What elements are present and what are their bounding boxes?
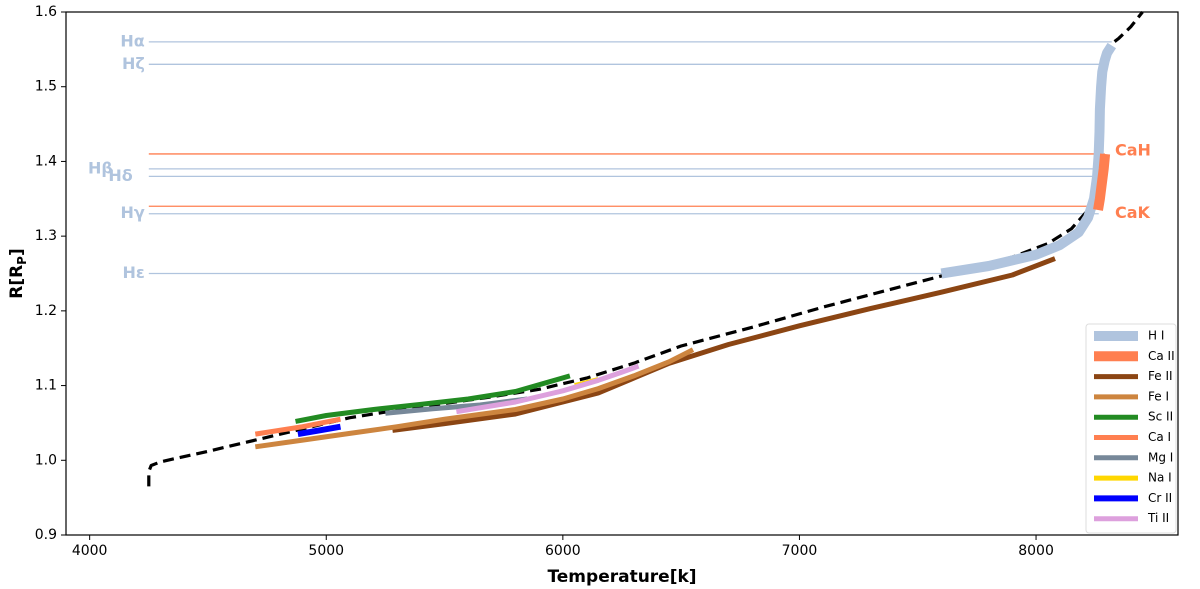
y-tick-label-1-2: 1.2 bbox=[35, 303, 57, 319]
series-line-ca-i bbox=[254, 416, 341, 437]
legend-label-na-i: Na I bbox=[1148, 471, 1172, 485]
legend-label-sc-ii: Sc II bbox=[1148, 410, 1173, 424]
series-line-h-i bbox=[940, 42, 1117, 279]
x-axis-label: Temperature[k] bbox=[547, 567, 696, 587]
reference-label-h: Hβ bbox=[88, 158, 113, 177]
legend: H I Ca II Fe II Fe I Sc II Ca I Mg I Na I Cr II T… bbox=[1085, 323, 1177, 534]
series-line-cr-ii bbox=[297, 423, 342, 438]
y-tick-label-1-1: 1.1 bbox=[35, 378, 57, 394]
x-tick-label-8000: 8000 bbox=[1018, 543, 1054, 559]
legend-label-ca-i: Ca I bbox=[1148, 430, 1171, 444]
reference-label-cah: CaH bbox=[1115, 140, 1151, 159]
x-tick-label-6000: 6000 bbox=[545, 543, 581, 559]
dashed-profile-line bbox=[147, 11, 1144, 487]
reference-label-h: Hζ bbox=[122, 54, 145, 73]
y-axis-label: R[RP] bbox=[7, 248, 29, 299]
reference-label-h: Hε bbox=[123, 263, 145, 282]
legend-label-h-i: H I bbox=[1148, 329, 1164, 343]
legend-label-mg-i: Mg I bbox=[1148, 450, 1173, 464]
reference-label-h: Hδ bbox=[108, 166, 132, 185]
y-axis-label-close: ] bbox=[7, 248, 27, 256]
reference-label-h: Hα bbox=[120, 31, 144, 50]
y-tick-label-1-6: 1.6 bbox=[35, 4, 57, 20]
y-axis-label-subscript: P bbox=[15, 256, 29, 265]
legend-label-fe-ii: Fe II bbox=[1148, 369, 1173, 383]
x-tick-label-5000: 5000 bbox=[308, 543, 344, 559]
y-tick-label-0-9: 0.9 bbox=[35, 527, 57, 543]
legend-label-ti-ii: Ti II bbox=[1147, 511, 1169, 525]
plot-frame bbox=[65, 11, 1179, 536]
y-tick-label-1-3: 1.3 bbox=[35, 228, 57, 244]
reference-label-h: Hγ bbox=[121, 203, 145, 222]
series-line-sc-ii bbox=[295, 373, 571, 424]
series-line-fe-i bbox=[254, 347, 695, 450]
legend-label-cr-ii: Cr II bbox=[1148, 491, 1172, 505]
y-tick-label-1-4: 1.4 bbox=[35, 153, 57, 169]
legend-label-fe-i: Fe I bbox=[1148, 389, 1169, 403]
legend-label-ca-ii: Ca II bbox=[1148, 349, 1175, 363]
y-tick-label-1: 1.0 bbox=[35, 452, 57, 468]
series-line-ca-ii bbox=[1093, 153, 1111, 211]
y-tick-label-1-5: 1.5 bbox=[35, 79, 57, 95]
x-tick-label-7000: 7000 bbox=[782, 543, 818, 559]
axes: 4000 5000 6000 7000 8000 0.9 1.0 1.1 1.2 1.3 1.4 1.… bbox=[35, 4, 1054, 559]
y-axis-label-main: R[R bbox=[7, 265, 27, 299]
x-tick-label-4000: 4000 bbox=[72, 543, 108, 559]
reference-label-cak: CaK bbox=[1115, 203, 1151, 222]
series-line-ti-ii bbox=[455, 363, 640, 415]
